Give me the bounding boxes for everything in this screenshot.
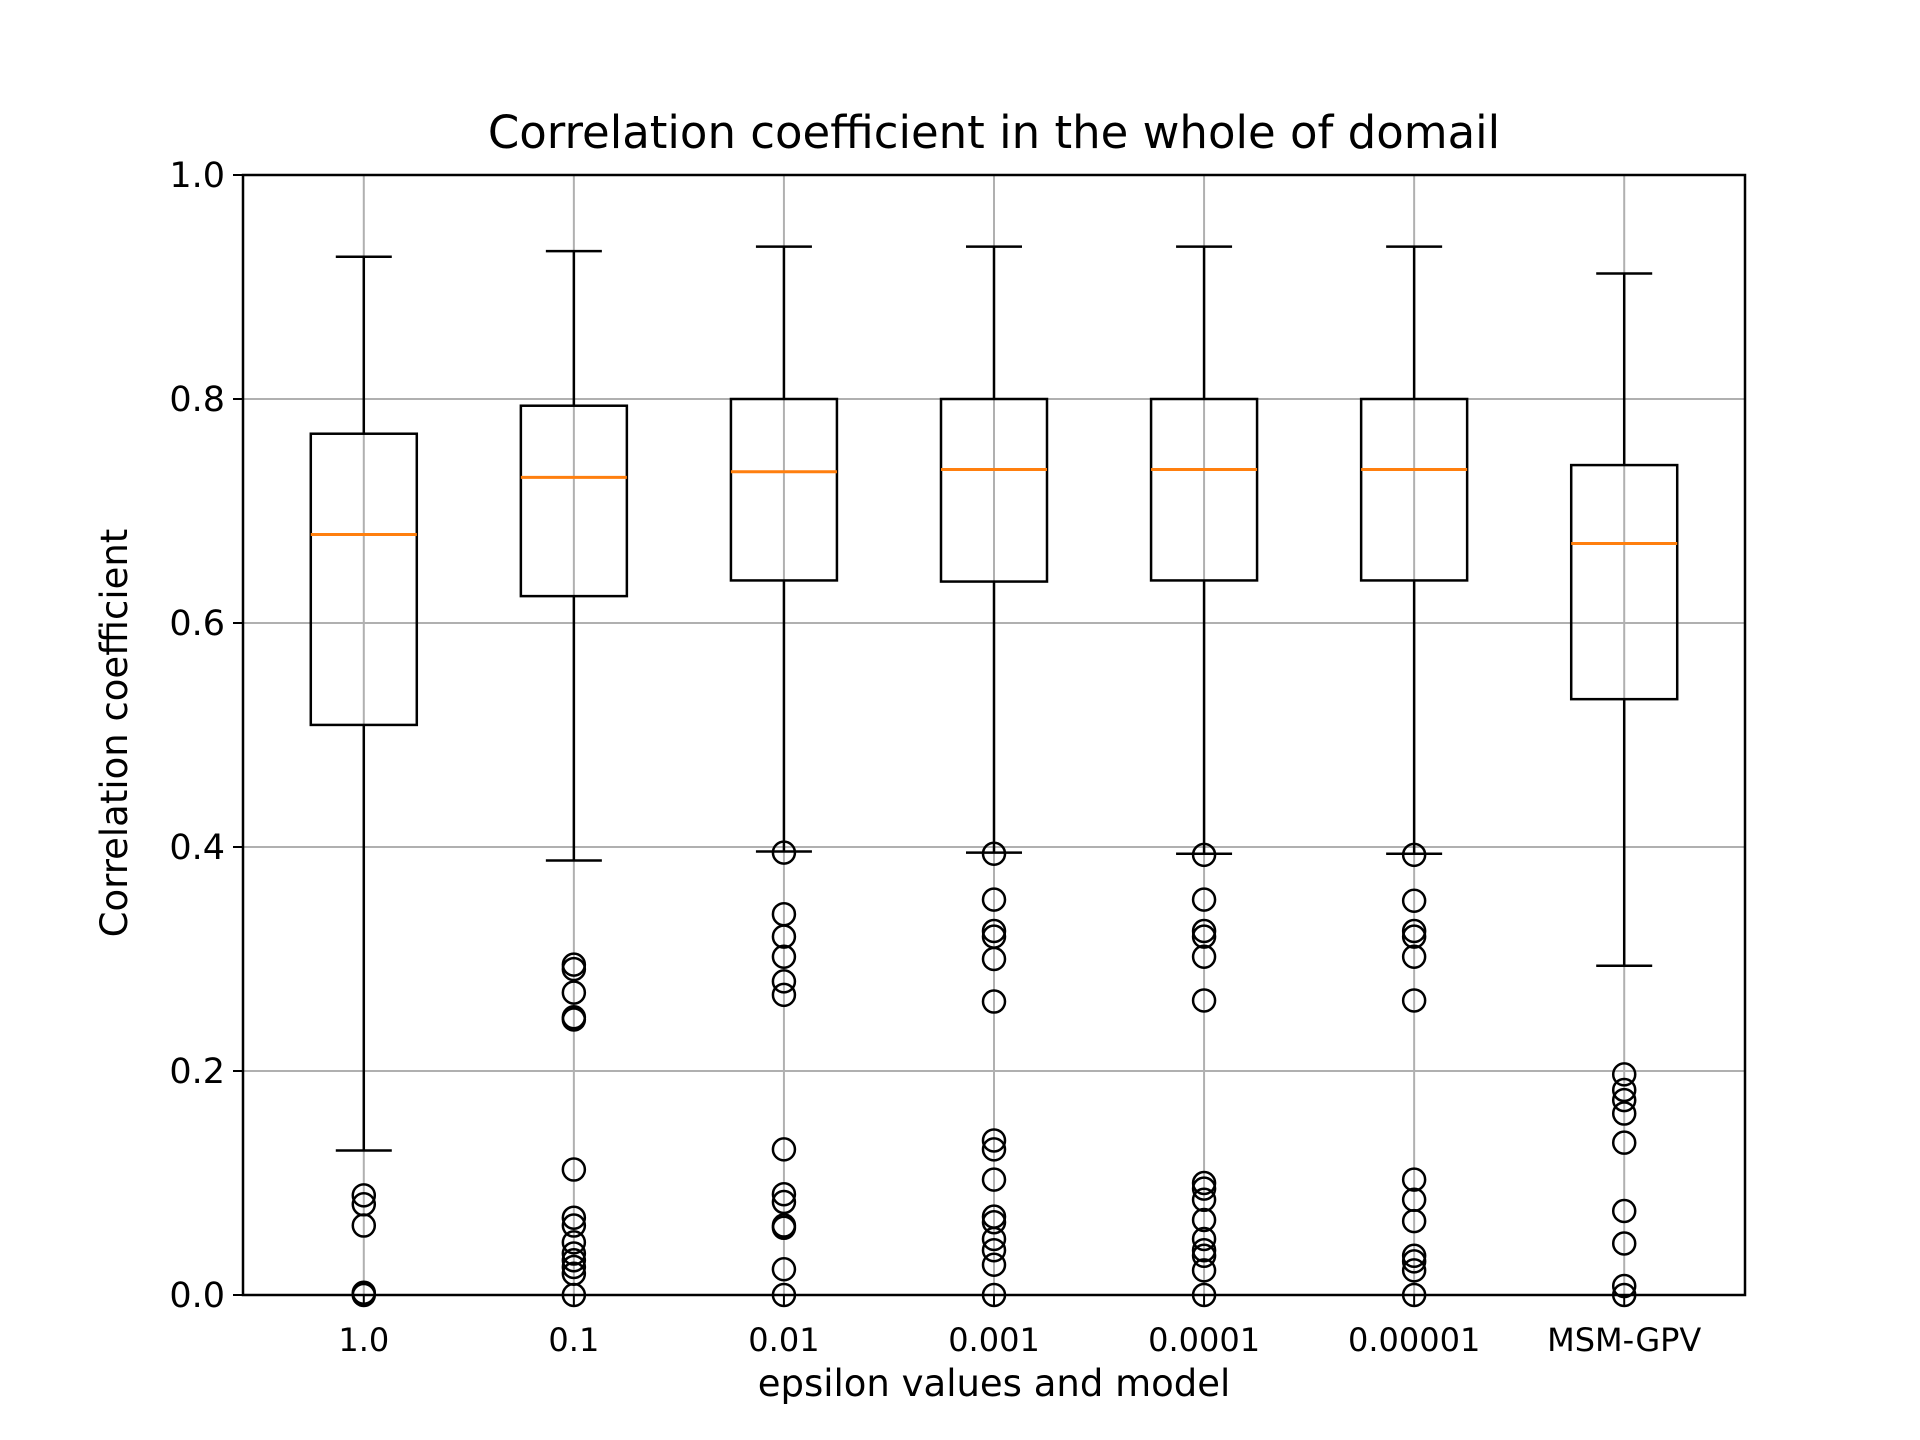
box-iqr [939,397,1049,583]
outlier-point [1401,888,1427,914]
y-tick-label: 0.4 [169,828,225,868]
x-tick-label: 0.00001 [1348,1321,1480,1359]
outlier-point [1401,944,1427,970]
outlier-point [1191,1187,1217,1213]
marks-layer [309,245,1679,1308]
outlier-point [1401,918,1427,944]
outlier-point [1191,1226,1217,1252]
outlier-point [771,1181,797,1207]
outlier-point [1401,1167,1427,1192]
outlier-point [771,1256,797,1282]
outlier-point [351,1213,377,1238]
outlier-point [1191,1237,1217,1263]
x-tick-label: 0.0001 [1148,1321,1260,1359]
x-tick-label: MSM-GPV [1547,1321,1701,1359]
box-iqr [1569,463,1679,701]
outlier-point [1401,1243,1427,1269]
x-tick-label: 0.01 [748,1321,819,1359]
outlier-point [771,982,797,1008]
outlier-point [1191,1207,1217,1233]
outlier-point [561,1230,587,1255]
outlier-point [1401,924,1427,949]
y-tick-label: 0.2 [169,1052,225,1092]
box-iqr [1359,397,1469,582]
ticks-layer: 0.0 0.2 0.4 0.6 0.8 1.0 1.0 0.1 0.01 0.001 0.0001 0… [169,156,1701,1359]
y-axis-label: Correlation coefficient [93,529,136,938]
outlier-point [771,1189,797,1215]
outlier-point [1401,1258,1427,1283]
outlier-point [1191,1170,1217,1196]
outlier-point [981,989,1007,1014]
outlier-point [1401,988,1427,1013]
outlier-point [561,1213,587,1238]
box-iqr [519,404,629,598]
outlier-point [561,1254,587,1280]
outlier-point [981,1237,1007,1263]
x-tick-label: 0.001 [948,1321,1040,1359]
x-tick-label: 1.0 [338,1321,389,1359]
outlier-point [1611,1198,1637,1224]
outlier-point [1191,1176,1217,1201]
outlier-point [561,956,587,982]
y-tick-label: 0.8 [169,380,225,420]
outlier-point [981,1252,1007,1278]
outlier-point [1191,1243,1217,1269]
outlier-point [981,1209,1007,1235]
box-group [1149,245,1259,1308]
outlier-point [771,924,797,949]
outlier-point [981,1137,1007,1162]
outlier-point [1191,918,1217,944]
box-group [1569,272,1679,1308]
outlier-point [771,840,797,865]
outlier-point [981,1128,1007,1153]
outlier-point [981,841,1007,866]
y-tick-label: 0.6 [169,604,225,644]
outlier-point [771,1137,797,1162]
box-group [519,249,629,1308]
outlier-point [1611,1062,1637,1087]
outlier-point [1401,1249,1427,1274]
outlier-point [771,1215,797,1241]
chart-title: Correlation coefficient in the whole of … [488,106,1500,159]
outlier-point [981,946,1007,972]
outlier-point [1401,842,1427,868]
outlier-point [351,1183,377,1208]
outlier-point [561,1007,587,1032]
outlier-point [561,1248,587,1273]
box-iqr [309,432,419,727]
outlier-point [771,944,797,970]
outlier-point [1191,842,1217,868]
outlier-point [1611,1130,1637,1155]
box-group [939,245,1049,1308]
outlier-point [1191,1258,1217,1283]
outlier-point [561,1205,587,1230]
outlier-point [1611,1077,1637,1103]
outlier-point [1611,1101,1637,1126]
outlier-point [981,887,1007,912]
outlier-point [561,1241,587,1266]
box-group [1359,245,1469,1308]
box-iqr [1149,397,1259,582]
outlier-point [561,980,587,1005]
outlier-point [1611,1087,1637,1113]
x-tick-label: 0.1 [548,1321,599,1359]
outlier-point [981,1167,1007,1192]
outlier-point [1191,988,1217,1013]
y-tick-label: 0.0 [169,1276,225,1316]
outlier-point [981,918,1007,944]
outlier-point [1191,944,1217,970]
y-tick-label: 1.0 [169,156,225,196]
outlier-point [981,1226,1007,1252]
outlier-point [1611,1231,1637,1256]
box-group [729,245,839,1308]
box-iqr [729,397,839,582]
outlier-point [1191,924,1217,949]
outlier-point [771,969,797,994]
outlier-point [561,1157,587,1182]
x-axis-label: epsilon values and model [758,1362,1231,1405]
outlier-point [1191,887,1217,912]
outlier-point [1401,1208,1427,1234]
